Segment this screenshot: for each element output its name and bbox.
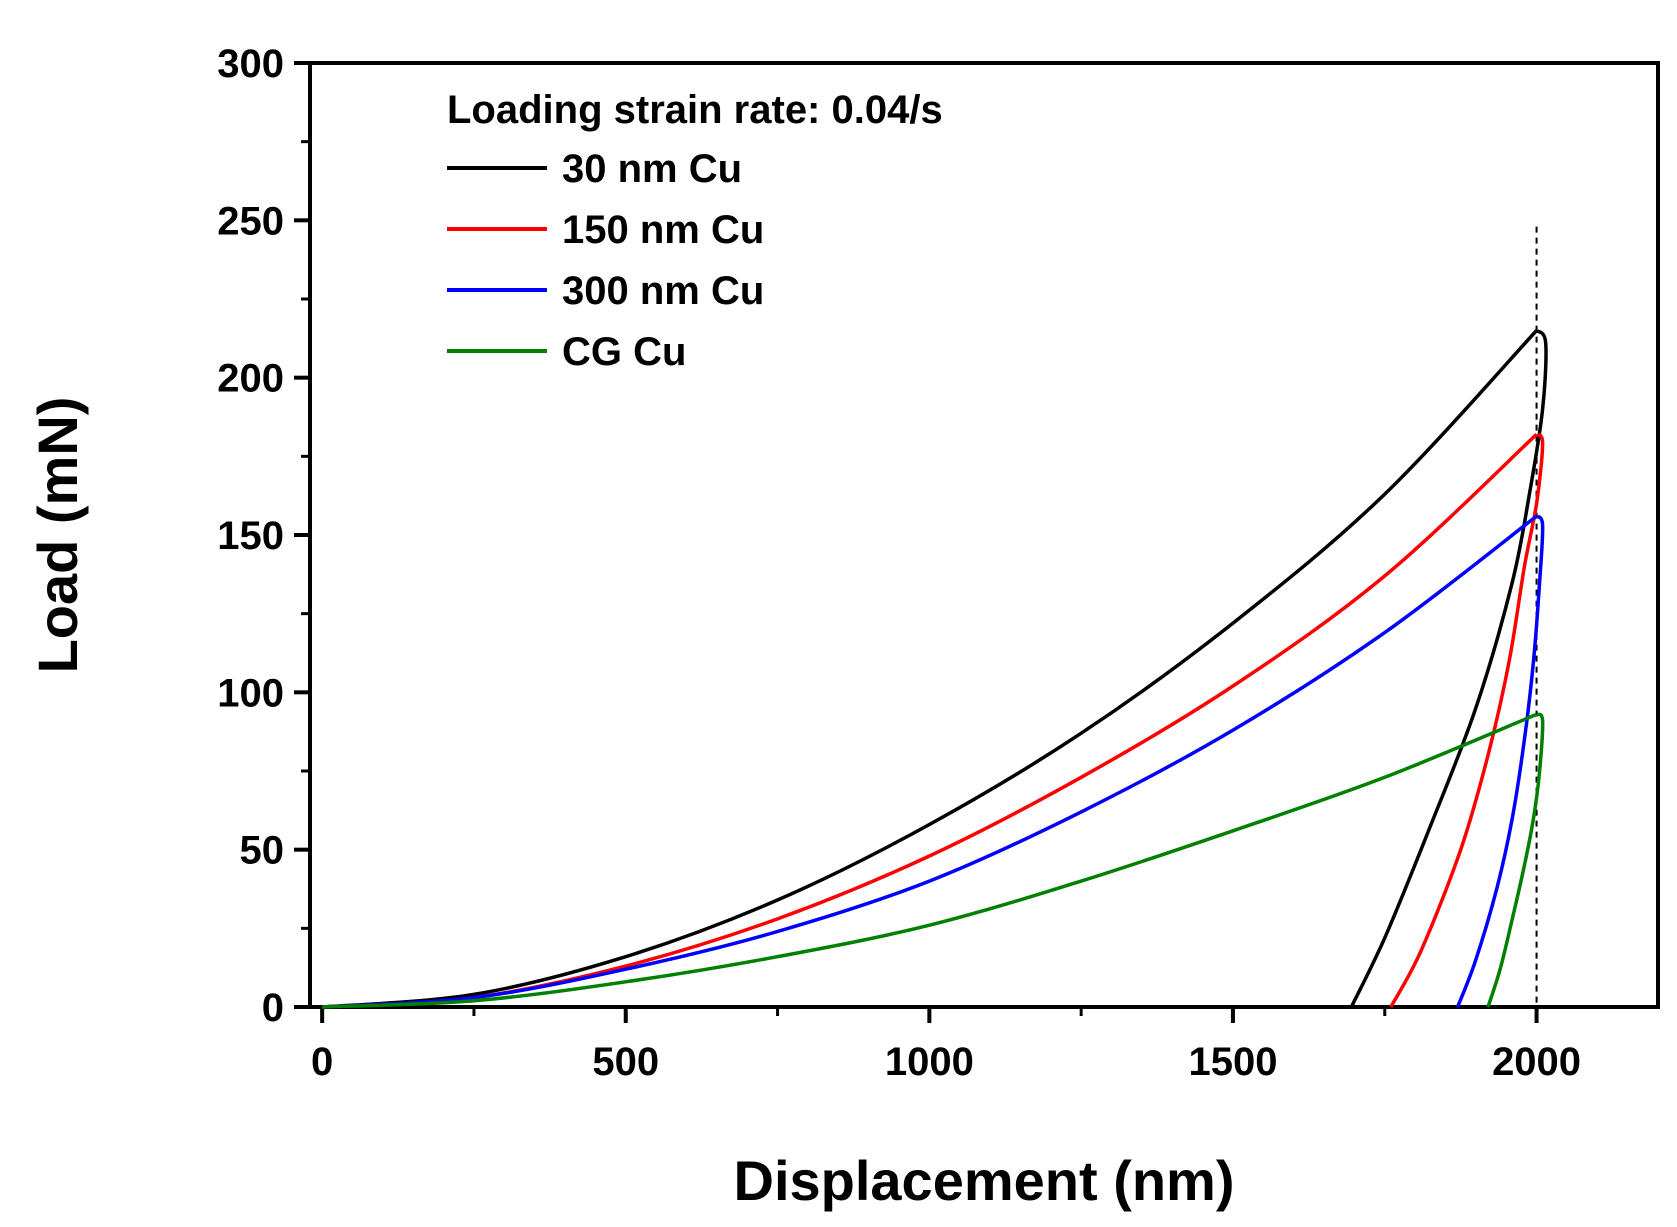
x-axis-title: Displacement (nm) [734, 1149, 1235, 1212]
series-30-nm-cu-loading-line [321, 329, 1538, 1009]
x-tick-label: 2000 [1492, 1040, 1581, 1084]
y-tick-label: 300 [217, 42, 284, 86]
series-cg-cu-loading-line [322, 712, 1538, 1009]
series-150-nm-cu-unloading-line [1389, 432, 1545, 1008]
legend-label: CG Cu [562, 330, 686, 374]
series-30-nm-cu-unloading-line [1349, 329, 1548, 1008]
y-tick-label: 50 [240, 829, 285, 873]
x-tick-label: 1500 [1188, 1040, 1277, 1084]
legend-label: 300 nm Cu [562, 269, 764, 313]
x-tick-label: 0 [311, 1040, 333, 1084]
y-tick-label: 250 [217, 199, 284, 243]
legend-label: 30 nm Cu [562, 147, 742, 191]
x-tick-label: 500 [592, 1040, 659, 1084]
series-300-nm-cu-loading-line [321, 514, 1538, 1009]
legend-title: Loading strain rate: 0.04/s [447, 88, 943, 132]
y-tick-label: 0 [262, 986, 284, 1030]
legend-label: 150 nm Cu [562, 208, 764, 252]
series-300-nm-cu-unloading-line [1455, 514, 1545, 1008]
y-axis-title: Load (mN) [26, 397, 89, 674]
y-tick-label: 100 [217, 671, 284, 715]
plot-area: 0 50 100 150 200 250 300 0 500 1000 1500 2000 30 nm … [217, 42, 1660, 1084]
y-tick-label: 150 [217, 514, 284, 558]
series-cg-cu-unloading-line [1486, 712, 1545, 1008]
y-tick-label: 200 [217, 357, 284, 401]
x-tick-label: 1000 [885, 1040, 974, 1084]
